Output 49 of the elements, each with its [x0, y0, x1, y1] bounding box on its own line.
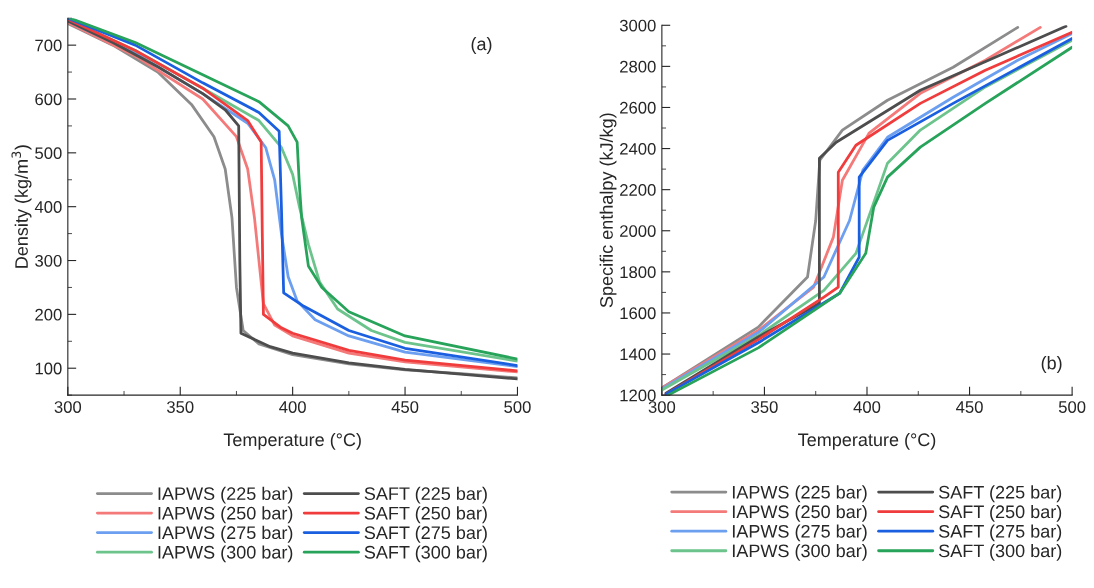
- y-tick-label: 1200: [620, 389, 656, 402]
- x-tick-label: 350: [751, 401, 778, 413]
- x-tick-label: 500: [504, 401, 531, 413]
- legend-label: SAFT (250 bar): [939, 504, 1062, 522]
- legend-label: SAFT (250 bar): [364, 506, 487, 524]
- y-tick-label: 400: [34, 201, 62, 213]
- x-tick-label: 450: [956, 401, 983, 413]
- legend-label: SAFT (275 bar): [364, 525, 487, 543]
- y-tick-label: 1400: [620, 348, 656, 361]
- legend-label: IAPWS (225 bar): [732, 485, 867, 503]
- y-tick-label: 600: [35, 93, 62, 106]
- y-tick-label: 1800: [620, 266, 656, 279]
- y-axis-title: Density (kg/m$^{3}$): [11, 145, 32, 268]
- legend-label: IAPWS (275 bar): [158, 525, 293, 543]
- x-tick-label: 350: [166, 401, 194, 413]
- legend-label: IAPWS (250 bar): [732, 504, 867, 522]
- legend-label: IAPWS (275 bar): [732, 524, 867, 542]
- y-tick-label: 2600: [620, 101, 656, 114]
- legend-label: IAPWS (300 bar): [158, 545, 293, 563]
- x-axis-title: Temperature (°C): [223, 432, 361, 450]
- legend-label: SAFT (275 bar): [939, 524, 1062, 542]
- y-axis-title: Specific enthalpy (kJ/kg): [599, 113, 617, 308]
- x-tick-label: 450: [391, 401, 419, 413]
- y-tick-label: 700: [35, 39, 62, 52]
- y-tick-label: 2000: [620, 225, 656, 237]
- legend-label: SAFT (300 bar): [364, 545, 487, 563]
- legend-label: IAPWS (225 bar): [158, 486, 293, 504]
- annotation: (b): [1041, 356, 1062, 373]
- y-tick-label: 2200: [620, 184, 656, 196]
- y-tick-label: 1600: [620, 307, 656, 320]
- legend-label: IAPWS (300 bar): [732, 543, 867, 561]
- x-axis-title: Temperature (°C): [798, 432, 936, 450]
- annotation: (a): [471, 37, 492, 54]
- legend-label: SAFT (225 bar): [364, 486, 487, 504]
- y-tick-label: 300: [35, 254, 62, 267]
- legend-label: SAFT (300 bar): [939, 543, 1062, 561]
- legend-label: IAPWS (250 bar): [158, 506, 293, 524]
- legend-label: SAFT (225 bar): [939, 485, 1062, 503]
- x-tick-label: 300: [648, 401, 676, 413]
- y-tick-label: 2400: [620, 142, 656, 155]
- x-tick-label: 400: [279, 401, 306, 413]
- y-tick-label: 500: [35, 147, 62, 160]
- y-tick-label: 2800: [620, 60, 656, 73]
- y-tick-label: 200: [35, 308, 62, 321]
- y-tick-label: 3000: [619, 19, 656, 32]
- y-tick-label: 100: [35, 362, 62, 375]
- x-tick-label: 400: [853, 401, 881, 413]
- x-tick-label: 300: [54, 401, 82, 413]
- x-tick-label: 500: [1058, 401, 1086, 413]
